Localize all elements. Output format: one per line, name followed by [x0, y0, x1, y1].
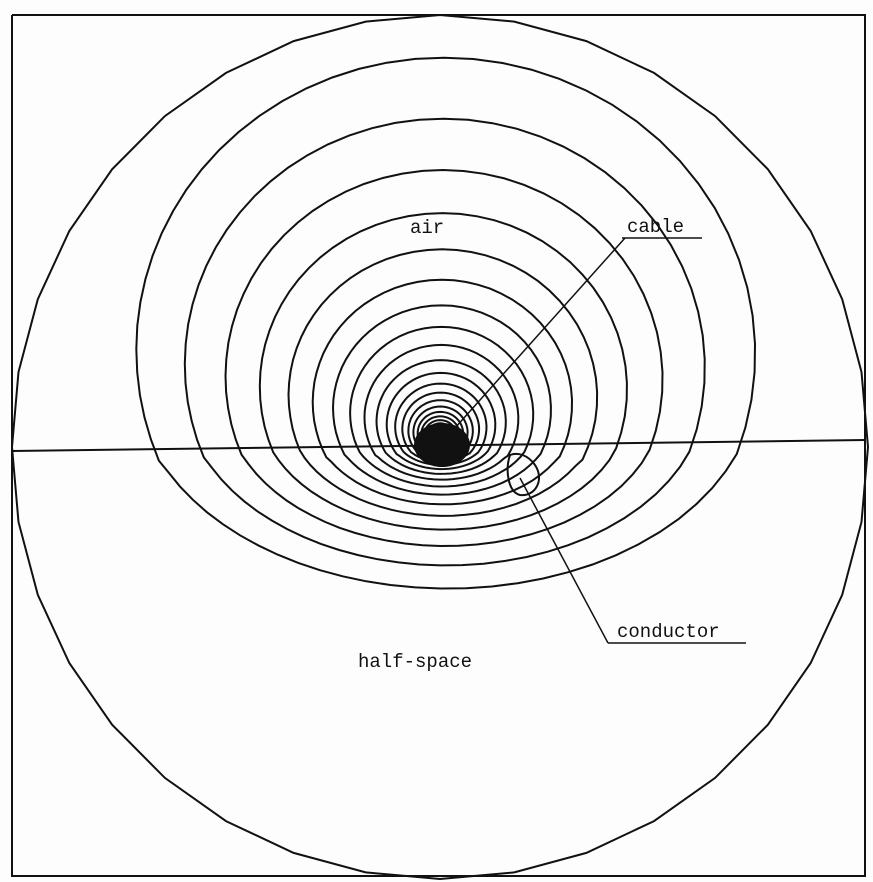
label-air: air: [410, 217, 444, 239]
contour-line: [224, 168, 664, 548]
interface-line: [11, 439, 866, 452]
contour-line: [183, 117, 706, 567]
frame: [11, 14, 866, 877]
cable-leader: [445, 237, 626, 439]
contour-line: [135, 56, 757, 590]
contour-line: [363, 343, 520, 481]
contour-line: [349, 325, 535, 488]
contour-line: [331, 304, 552, 496]
label-conductor: conductor: [617, 621, 720, 643]
conductor-loop: [506, 452, 540, 497]
contour-line: [385, 371, 497, 471]
conductor-leader: [519, 477, 609, 644]
label-half-space: half-space: [358, 651, 472, 673]
contour-line: [287, 248, 599, 517]
contour-line: [258, 212, 628, 531]
contour-line: [311, 278, 574, 506]
contour-line: [394, 382, 488, 467]
contour-line: [375, 359, 507, 475]
cable-arrow: [446, 424, 458, 438]
label-cable: cable: [627, 216, 684, 238]
